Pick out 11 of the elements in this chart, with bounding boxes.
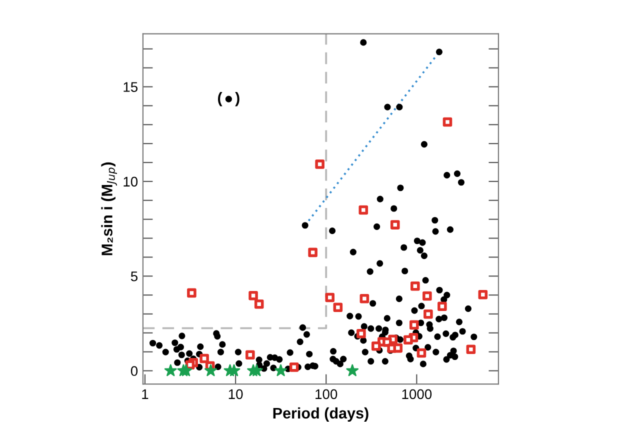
x-axis-title: Period (days) bbox=[273, 407, 368, 422]
x-tick-label: 100 bbox=[316, 389, 338, 400]
y-tick-label: 15 bbox=[124, 82, 138, 92]
y-tick-label: 10 bbox=[124, 176, 138, 187]
x-tick-label: 10 bbox=[228, 389, 243, 400]
x-tick-label: 1000 bbox=[402, 389, 432, 400]
y-tick-label: 0 bbox=[130, 366, 138, 376]
y-axis-title: M₂sin i (M$_{Jup}$) bbox=[101, 162, 118, 256]
x-tick-label: 1 bbox=[142, 389, 148, 399]
y-tick-label: 5 bbox=[130, 272, 138, 282]
annotation: ( ) bbox=[218, 92, 240, 106]
